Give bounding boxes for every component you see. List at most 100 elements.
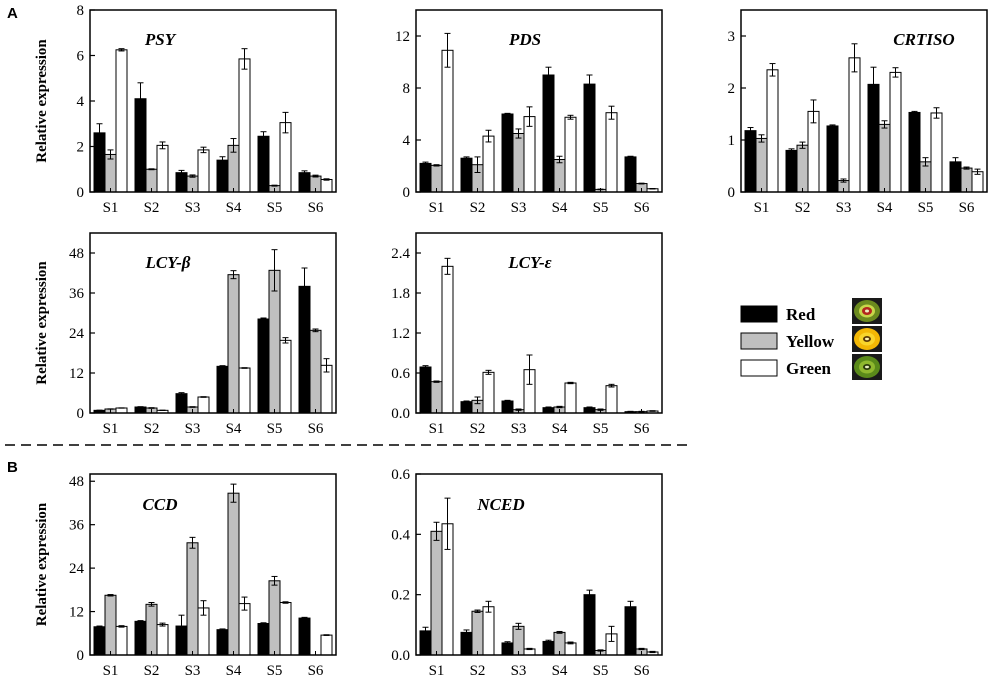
bar-red-s1 xyxy=(419,162,432,193)
x-tick-label: S5 xyxy=(267,663,283,679)
bar-red-s5 xyxy=(583,594,596,656)
bar-yellow-s3 xyxy=(512,625,525,656)
y-tick-label: 24 xyxy=(69,326,85,342)
bar-green-s1 xyxy=(441,265,454,414)
y-tick-label: 2 xyxy=(728,81,736,97)
error-bar xyxy=(567,114,574,120)
error-bar xyxy=(515,622,522,630)
error-bar xyxy=(282,337,289,344)
y-tick-label: 0 xyxy=(403,185,411,201)
error-bar xyxy=(526,106,533,127)
bar-green-s2 xyxy=(482,606,495,656)
error-bar xyxy=(189,174,196,178)
y-tick-label: 48 xyxy=(69,474,84,490)
y-tick-label: 1.8 xyxy=(391,286,410,302)
x-tick-label: S1 xyxy=(103,663,119,679)
error-bar xyxy=(200,146,207,154)
error-bar xyxy=(148,602,155,607)
bar-green-s2 xyxy=(482,371,495,414)
error-bar xyxy=(200,600,207,616)
x-tick-label: S2 xyxy=(795,200,811,216)
error-bar xyxy=(271,575,278,586)
error-bar xyxy=(241,48,248,70)
bar-green-s1 xyxy=(766,69,779,193)
error-bar xyxy=(178,392,185,396)
bar-green-s4 xyxy=(889,71,902,193)
error-bar xyxy=(301,267,308,306)
error-bar xyxy=(137,406,144,408)
x-tick-label: S4 xyxy=(226,421,242,437)
error-bar xyxy=(586,406,593,409)
x-tick-label: S5 xyxy=(593,663,609,679)
bar-yellow-s1 xyxy=(430,381,443,414)
bar-yellow-s6 xyxy=(309,329,322,414)
bar-green-s4 xyxy=(238,603,251,656)
error-bar xyxy=(323,178,330,181)
error-bar xyxy=(118,625,125,628)
y-tick-label: 6 xyxy=(77,49,85,65)
y-tick-label: 8 xyxy=(77,3,85,19)
error-bar xyxy=(107,594,114,597)
bar-yellow-s5 xyxy=(268,269,281,414)
bar-red-s6 xyxy=(298,285,311,414)
x-tick-label: S3 xyxy=(836,200,852,216)
chart-5: 0 12 24 36 48 S1 S2 S3 S4 S5 S6 CCD Relative express… xyxy=(34,473,337,679)
error-bar xyxy=(96,625,103,628)
error-bar xyxy=(301,170,308,175)
error-bar xyxy=(556,405,563,409)
error-bar xyxy=(567,641,574,645)
bar-red-s5 xyxy=(257,135,270,193)
chart-4: 0.0 0.6 1.2 1.8 2.4 S1 S2 S3 S4 S5 S6 LCY-ε xyxy=(391,232,663,437)
error-bar xyxy=(282,111,289,134)
x-tick-label: S4 xyxy=(552,200,568,216)
error-bar xyxy=(638,647,645,651)
chart-6: 0.0 0.2 0.4 0.6 S1 S2 S3 S4 S5 S6 NCED xyxy=(391,467,663,679)
bar-yellow-s3 xyxy=(186,542,199,656)
bar-red-s3 xyxy=(175,393,188,414)
bar-green-s3 xyxy=(523,116,536,193)
error-bar xyxy=(747,127,754,135)
error-bar xyxy=(649,650,656,654)
x-tick-label: S4 xyxy=(226,663,242,679)
error-bar xyxy=(323,634,330,636)
bar-yellow-s4 xyxy=(227,274,240,414)
plot-frame xyxy=(89,473,337,656)
bar-green-s5 xyxy=(279,602,292,656)
bar-red-s3 xyxy=(501,400,514,414)
x-tick-label: S3 xyxy=(511,421,527,437)
error-bar xyxy=(922,157,929,167)
bar-red-s2 xyxy=(134,406,147,414)
legend-label-red: Red xyxy=(786,305,816,324)
x-tick-label: S5 xyxy=(593,200,609,216)
error-bar xyxy=(463,629,470,636)
bar-red-s1 xyxy=(419,366,432,414)
chart-title: PDS xyxy=(508,30,541,49)
bar-green-s4 xyxy=(564,382,577,414)
error-bar xyxy=(260,131,267,142)
bar-red-s2 xyxy=(134,620,147,656)
error-bar xyxy=(952,157,959,167)
bar-red-s4 xyxy=(216,159,229,193)
x-tick-label: S4 xyxy=(226,200,242,216)
error-bar xyxy=(219,628,226,631)
x-tick-label: S2 xyxy=(470,663,486,679)
error-bar xyxy=(474,609,481,613)
error-bar xyxy=(556,630,563,634)
error-bar xyxy=(422,365,429,369)
legend-swatch-green xyxy=(740,359,778,377)
chart-title: CCD xyxy=(143,495,178,514)
error-bar xyxy=(433,164,440,167)
error-bar xyxy=(219,156,226,165)
chart-title: CRTISO xyxy=(893,30,954,49)
bar-red-s3 xyxy=(175,172,188,193)
legend-swatch-yellow xyxy=(740,332,778,350)
bar-yellow-s1 xyxy=(104,153,117,193)
error-bar xyxy=(627,410,634,413)
plot-frame xyxy=(740,9,988,193)
yellow-kiwi-slice-icon xyxy=(852,326,882,352)
bar-green-s5 xyxy=(605,385,618,414)
y-tick-label: 2 xyxy=(77,140,85,156)
error-bar xyxy=(474,156,481,173)
y-tick-label: 8 xyxy=(403,81,411,97)
